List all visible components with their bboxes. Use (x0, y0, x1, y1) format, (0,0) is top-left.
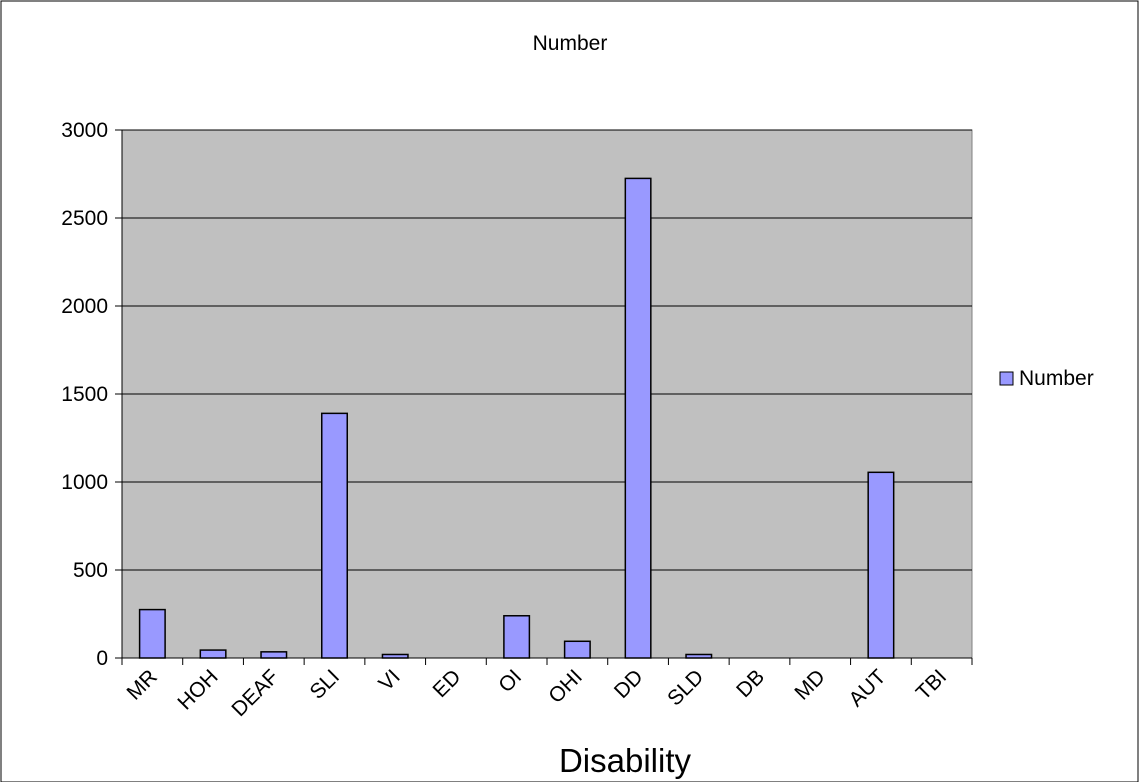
x-axis-label: Disability (559, 742, 692, 779)
bar-sld (686, 654, 712, 658)
y-tick-label: 3000 (61, 119, 108, 142)
bar-ohi (565, 641, 591, 658)
bar-aut (868, 472, 894, 658)
bar-dd (625, 178, 651, 658)
chart-title: Number (533, 32, 608, 55)
bar-mr (140, 610, 166, 658)
bar-vi (382, 654, 408, 658)
legend-swatch (1000, 372, 1013, 385)
y-tick-label: 2500 (61, 207, 108, 230)
bar-oi (504, 616, 529, 658)
bar-hoh (200, 650, 226, 658)
bar-sli (322, 413, 348, 658)
y-tick-label: 2000 (61, 295, 108, 318)
legend-label: Number (1019, 367, 1094, 390)
bar-deaf (261, 652, 287, 658)
y-tick-label: 500 (73, 559, 108, 582)
y-tick-label: 0 (96, 647, 108, 670)
y-tick-label: 1500 (61, 383, 108, 406)
y-tick-label: 1000 (61, 471, 108, 494)
